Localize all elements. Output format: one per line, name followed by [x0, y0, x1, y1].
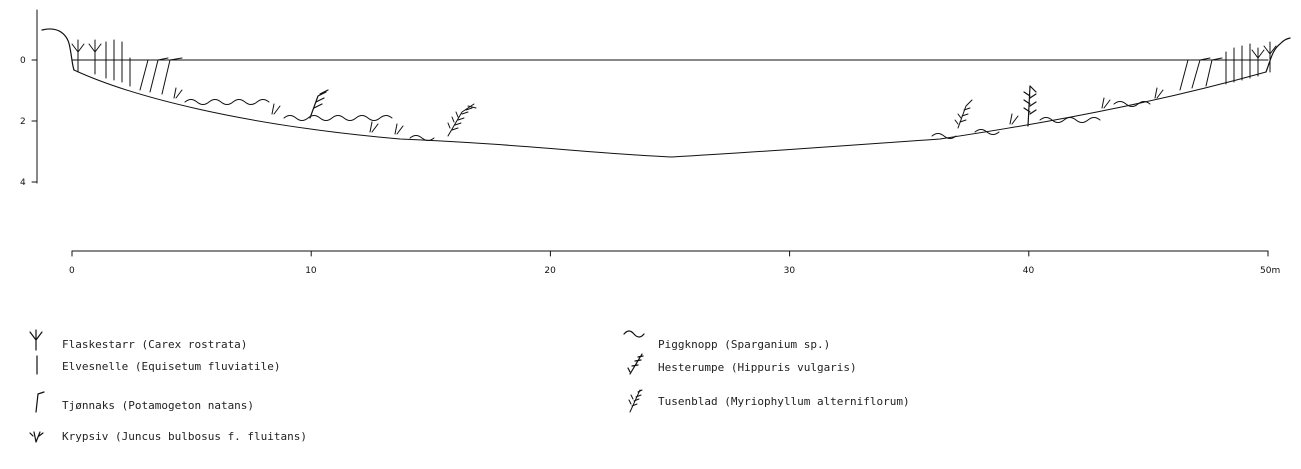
potamogeton-natans-marks-right	[1179, 57, 1223, 91]
legend-label-hippuris: Hesterumpe (Hippuris vulgaris)	[658, 361, 857, 374]
carex-rostrata-marks-right	[1251, 41, 1277, 77]
hippuris-vulgaris-mark-right	[1023, 85, 1037, 127]
right-bank	[1265, 37, 1291, 73]
hippuris-vulgaris-mark-left	[309, 89, 329, 119]
equisetum-fluviatile-marks-left	[105, 39, 131, 87]
legend-label-potamogeton: Tjønnaks (Potamogeton natans)	[62, 399, 254, 412]
equisetum-fluviatile-marks-right	[1225, 43, 1251, 85]
myriophyllum-icon	[628, 389, 643, 413]
juncus-sparganium-marks-right	[931, 87, 1164, 139]
myriophyllum-mark-left	[447, 103, 477, 137]
hippuris-vulgaris-icon	[627, 353, 644, 375]
left-bank	[41, 28, 75, 71]
distance-tick-label: 30	[784, 266, 796, 276]
distance-tick-label: 40	[1023, 266, 1035, 276]
carex-rostrata-icon	[29, 329, 43, 351]
distance-axis: 0 10 20 30 40 50m	[69, 250, 1280, 276]
lake-bottom-profile	[73, 69, 1267, 158]
vegetation	[71, 39, 1277, 141]
legend-label-carex: Flaskestarr (Carex rostrata)	[62, 338, 247, 351]
legend-label-myriophyllum: Tusenblad (Myriophyllum alterniflorum)	[658, 395, 910, 408]
legend-label-sparganium: Piggknopp (Sparganium sp.)	[658, 338, 830, 351]
legend-label-juncus: Krypsiv (Juncus bulbosus f. fluitans)	[62, 430, 307, 443]
legend-label-equisetum: Elvesnelle (Equisetum fluviatile)	[62, 360, 281, 373]
distance-tick-label: 10	[305, 266, 317, 276]
myriophyllum-mark-right-1	[954, 99, 973, 129]
sparganium-icon	[623, 330, 645, 338]
distance-tick-label: 20	[544, 266, 556, 276]
potamogeton-natans-marks-left	[139, 57, 183, 95]
distance-tick-label: 0	[69, 266, 75, 276]
potamogeton-natans-icon	[35, 391, 45, 413]
juncus-sparganium-marks-left	[173, 87, 435, 141]
depth-tick-label: 4	[20, 178, 26, 188]
depth-tick-label: 0	[20, 56, 26, 66]
distance-tick-label: 50m	[1260, 266, 1280, 276]
juncus-bulbosus-icon	[29, 431, 44, 443]
carex-rostrata-marks-left	[71, 39, 102, 75]
legend: Flaskestarr (Carex rostrata) Elvesnelle …	[29, 329, 910, 443]
depth-axis: 0 2 4	[20, 9, 38, 188]
depth-tick-label: 2	[20, 117, 26, 127]
